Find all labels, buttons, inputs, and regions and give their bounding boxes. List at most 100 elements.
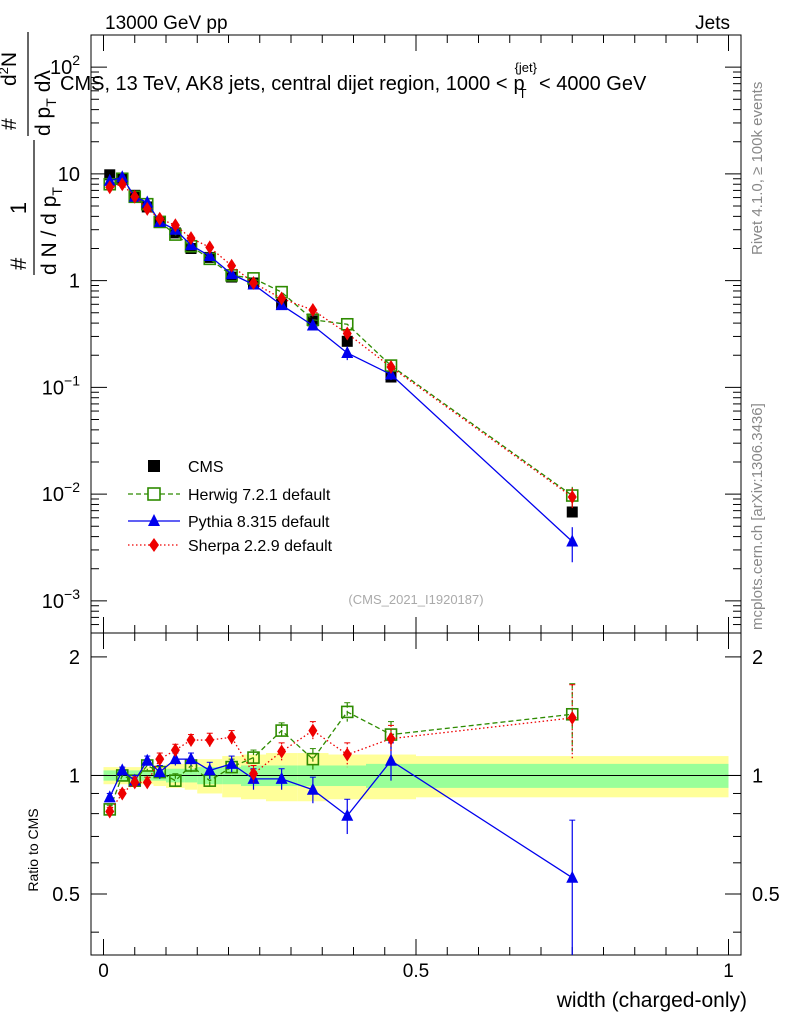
point-sherpa (117, 177, 127, 192)
svg-text:#: # (6, 257, 31, 270)
ylabel-dpt-sub: T (43, 98, 59, 107)
ratio-y-tick-label: 2 (69, 647, 80, 669)
legend-marker-cms (148, 460, 160, 472)
ylabel-dpt: d p (32, 107, 55, 136)
ratio-point-sherpa (186, 733, 196, 748)
point-sherpa (142, 201, 152, 216)
header-left: 13000 GeV pp (105, 13, 228, 34)
ratio-point-sherpa (170, 743, 180, 758)
point-sherpa (186, 231, 196, 246)
legend-marker-herwig (147, 487, 161, 501)
point-pythia (141, 195, 154, 208)
title-sup: {jet} (515, 60, 538, 75)
point-pythia (306, 318, 319, 331)
ratio-point-sherpa (249, 766, 258, 781)
ratio-y-tick-label-right: 0.5 (752, 884, 780, 906)
ylabel-d2-sup: 2 (0, 67, 11, 74)
ratio-point-pythia (306, 782, 319, 795)
legend: CMS Herwig 7.2.1 default Pythia 8.315 de… (128, 459, 333, 555)
legend-item-pythia: Pythia 8.315 default (128, 514, 330, 531)
point-cms (341, 335, 353, 347)
ylabel-d2-rest: N (0, 52, 21, 67)
title-p: p (514, 73, 525, 95)
x-axis-label: width (charged-only) (556, 989, 747, 1012)
legend-item-cms: CMS (148, 459, 224, 476)
ratio-point-sherpa (227, 730, 237, 745)
legend-marker-sherpa (149, 538, 159, 552)
ratio-point-pythia (203, 763, 216, 776)
point-sherpa (342, 326, 352, 341)
point-sherpa (205, 240, 215, 255)
x-tick-label: 0 (98, 961, 109, 982)
ratio-point-pythia (225, 756, 238, 769)
y-tick-base: 10 (42, 377, 64, 399)
y-axis-label: # 1 d N / d pT # d2N d pTdλ # (0, 32, 65, 275)
ratio-y-tick-label: 1 (69, 765, 80, 787)
point-sherpa (249, 276, 258, 291)
y-tick-exp: −3 (64, 586, 80, 602)
legend-label-herwig: Herwig 7.2.1 default (188, 487, 331, 504)
svg-text:d N / d pT: d N / d pT (38, 187, 65, 275)
point-pythia (103, 173, 116, 186)
main-title: CMS, 13 TeV, AK8 jets, central dijet reg… (60, 60, 647, 101)
point-pythia (566, 534, 579, 547)
analysis-watermark: (CMS_2021_I1920187) (348, 592, 483, 607)
ylabel-dn: d N / d p (38, 196, 61, 275)
svg-text:1: 1 (6, 202, 31, 214)
x-tick-label: 1 (723, 961, 734, 982)
svg-text:#: # (0, 118, 21, 130)
svg-text:d pTdλ: d pTdλ (32, 70, 59, 136)
legend-item-herwig: Herwig 7.2.1 default (128, 487, 331, 504)
point-pythia (341, 345, 354, 358)
y-tick-label: 1 (69, 271, 80, 293)
ratio-point-sherpa (308, 723, 318, 738)
point-sherpa (308, 303, 318, 318)
ratio-point-herwig (247, 751, 260, 764)
y-tick-base: 10 (42, 484, 64, 506)
ratio-point-pythia (103, 790, 116, 803)
point-sherpa (277, 291, 287, 306)
ratio-point-herwig (169, 774, 182, 787)
ratio-point-herwig (340, 705, 354, 719)
ratio-point-sherpa (567, 710, 577, 725)
mcplots-label: mcplots.cern.ch [arXiv:1306.3436] (749, 403, 766, 630)
ratio-point-sherpa (130, 775, 140, 790)
ratio-point-pythia (169, 752, 182, 765)
ylabel-one: 1 (6, 202, 31, 214)
point-sherpa (155, 211, 165, 226)
ratio-ylabel: Ratio to CMS (25, 808, 41, 891)
title-suffix: < 4000 GeV (539, 73, 647, 95)
legend-item-sherpa: Sherpa 2.2.9 default (128, 538, 333, 555)
y-tick-exp: −1 (64, 372, 80, 388)
ratio-point-sherpa (205, 733, 215, 748)
y-tick-base: 1 (69, 271, 80, 293)
point-sherpa (567, 489, 577, 504)
ratio-point-sherpa (155, 752, 165, 767)
ratio-point-pythia (185, 752, 197, 765)
y-tick-base: 10 (58, 164, 80, 186)
y-tick-base: 10 (42, 591, 64, 613)
point-sherpa (105, 180, 115, 195)
series-line-sherpa (109, 183, 573, 498)
rivet-label: Rivet 4.1.0, ≥ 100k events (749, 82, 766, 255)
ylabel-hash1: # (6, 257, 31, 270)
svg-text:d2N: d2N (0, 52, 21, 86)
ratio-point-sherpa (277, 744, 287, 759)
legend-label-pythia: Pythia 8.315 default (188, 514, 330, 531)
ratio-point-herwig (306, 752, 320, 766)
point-cms (566, 506, 578, 518)
ratio-y-tick-label-right: 1 (752, 765, 763, 787)
y-tick-label: 102 (50, 52, 80, 79)
point-pythia (203, 249, 216, 262)
point-sherpa (130, 189, 140, 204)
ratio-y-tick-label: 0.5 (52, 884, 80, 906)
x-tick-label: 0.5 (403, 961, 429, 982)
ratio-point-pythia (341, 808, 354, 821)
point-sherpa (386, 360, 396, 375)
point-pythia (225, 267, 238, 280)
ratio-point-sherpa (117, 786, 127, 801)
y-tick-label: 10−1 (42, 372, 80, 399)
y-tick-label: 10−3 (42, 586, 80, 613)
y-tick-base: 10 (50, 57, 72, 79)
